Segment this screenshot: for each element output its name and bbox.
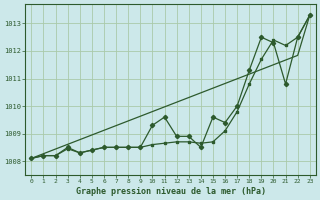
X-axis label: Graphe pression niveau de la mer (hPa): Graphe pression niveau de la mer (hPa) xyxy=(76,187,266,196)
